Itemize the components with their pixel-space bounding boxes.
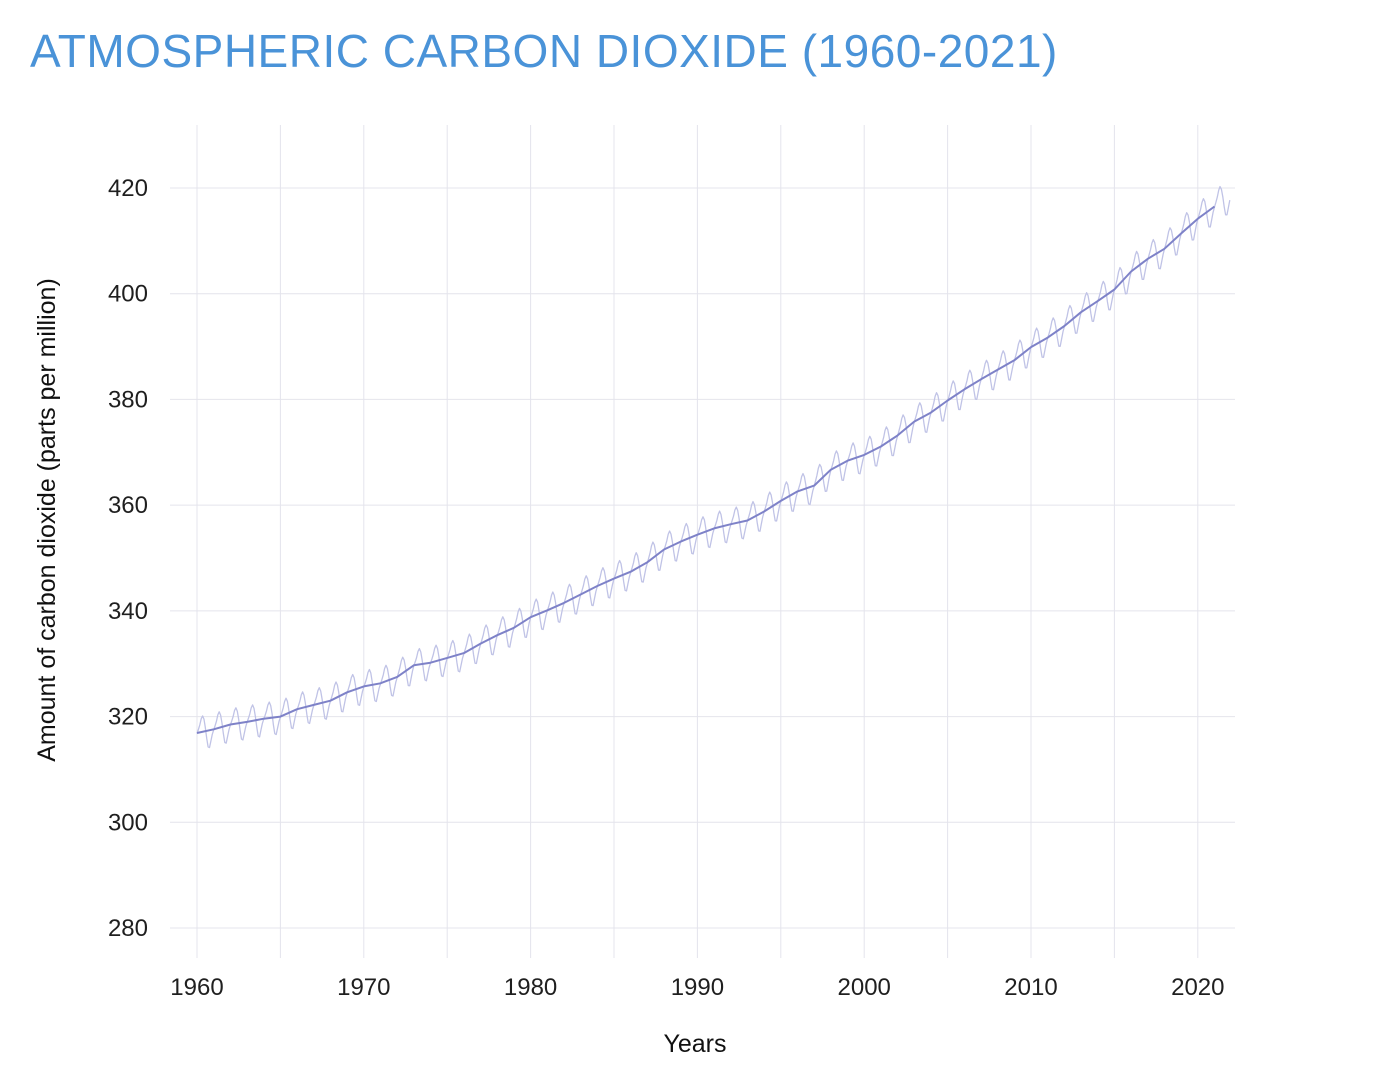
x-tick-label: 2000 [838,974,891,1001]
y-tick-label: 380 [108,386,148,413]
seasonal-line [196,185,1231,749]
chart-title: ATMOSPHERIC CARBON DIOXIDE (1960-2021) [30,25,1058,77]
y-tick-label: 300 [108,809,148,836]
x-tick-label: 2010 [1004,974,1057,1001]
y-axis-label: Amount of carbon dioxide (parts per mill… [33,278,61,762]
y-tick-label: 340 [108,598,148,625]
series-layer [196,185,1231,749]
x-tick-label: 1970 [337,974,390,1001]
x-tick-label: 1990 [671,974,724,1001]
y-tick-label: 280 [108,915,148,942]
x-tick-label: 1980 [504,974,557,1001]
trend-line [196,205,1216,734]
x-tick-label: 1960 [170,974,223,1001]
x-tick-label: 2020 [1171,974,1224,1001]
x-axis-label: Years [663,1030,726,1058]
y-tick-label: 420 [108,175,148,202]
y-tick-label: 360 [108,492,148,519]
grid-layer [170,125,1235,958]
tick-layer: 1960 1970 1980 1990 2000 2010 2020 280 300 320 340… [108,175,1225,1001]
y-tick-label: 400 [108,281,148,308]
y-tick-label: 320 [108,704,148,731]
